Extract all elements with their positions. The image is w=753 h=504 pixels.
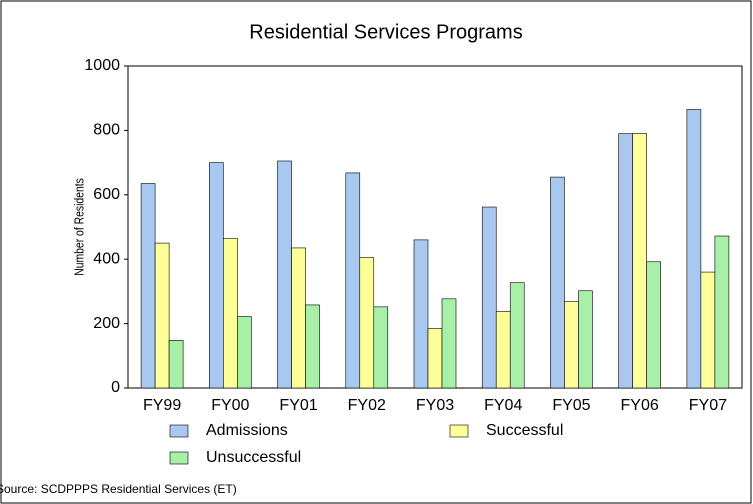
x-tick-label: FY06 [621,397,659,414]
bar [345,172,361,389]
y-tick-label: 800 [93,122,120,139]
bar [700,271,716,389]
bar [427,328,443,389]
bar [632,133,647,389]
bar [686,109,702,389]
x-tick-label: FY05 [552,397,590,414]
legend-swatch [449,424,469,438]
chart-title: Residential Services Programs [249,21,522,43]
bar [564,301,579,389]
x-tick-label: FY00 [211,397,249,414]
legend-label: Successful [486,422,563,439]
bar [413,239,429,389]
bar [550,176,565,389]
bar [154,242,170,389]
bar [646,261,661,389]
bar [714,235,730,389]
bar [373,306,389,389]
source-note: Source: SCDPPPS Residential Services (ET… [0,482,237,496]
bar [140,183,156,389]
y-tick-label: 1000 [84,57,120,74]
bar [509,282,525,389]
legend-label: Unsuccessful [206,449,301,466]
x-tick-label: FY01 [279,397,317,414]
legend-swatch [169,451,189,465]
bar [277,160,292,389]
bar [168,340,184,389]
bar [441,298,457,389]
y-tick-label: 600 [93,186,120,203]
x-tick-label: FY03 [416,397,454,414]
x-tick-label: FY02 [348,397,386,414]
y-tick-label: 0 [111,379,120,396]
bar [495,311,511,389]
bar [237,316,252,389]
bar [223,237,238,389]
x-tick-label: FY07 [689,397,727,414]
bar [618,133,633,389]
bar [305,304,320,389]
y-axis-label: Number of Residents [72,178,86,276]
bar [291,247,306,389]
bar [209,162,224,389]
bar [359,257,375,389]
legend-swatch [169,424,189,438]
y-tick-label: 200 [93,315,120,332]
y-tick-label: 400 [93,250,120,267]
bar [481,206,497,389]
legend-label: Admissions [206,422,288,439]
x-tick-label: FY99 [143,397,181,414]
x-tick-label: FY04 [484,397,522,414]
bar [578,290,593,389]
